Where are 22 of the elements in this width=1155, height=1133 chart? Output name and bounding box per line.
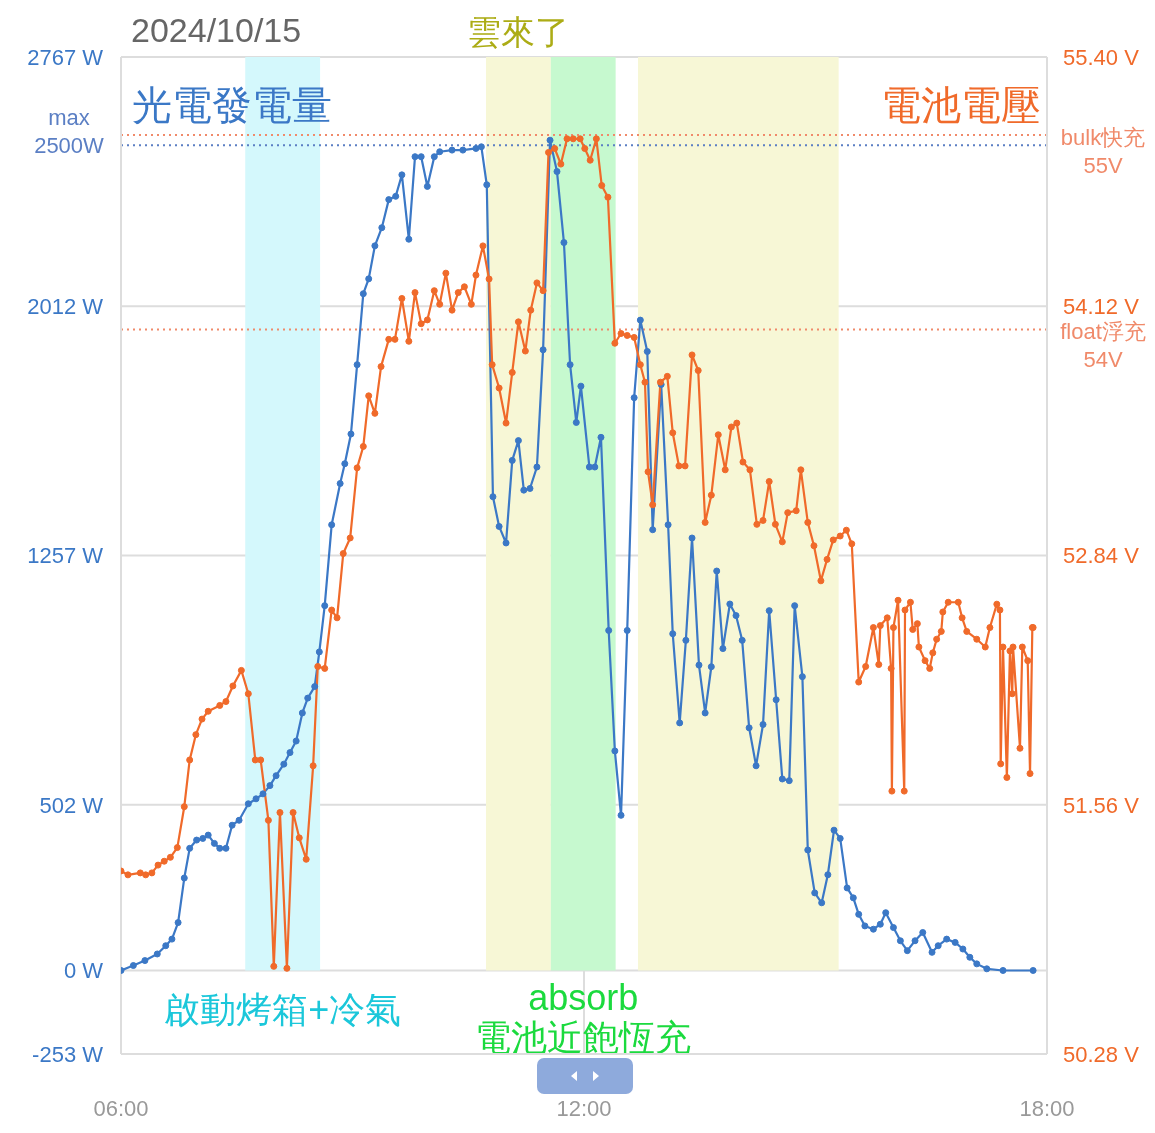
ref-line-label: max 2500W: [34, 104, 105, 158]
ref-line-label: float浮充 54V: [1060, 319, 1146, 373]
x-tick-label: 12:00: [556, 1095, 612, 1121]
y-tick-label: 2767 W: [27, 44, 104, 70]
y-tick-label: 1257 W: [27, 543, 104, 569]
text: 電池電壓: [881, 82, 1041, 129]
y2-tick-label: 52.84 V: [1063, 543, 1140, 569]
y-tick-label: -253 W: [32, 1041, 104, 1067]
band-label: 啟動烤箱+冷氣: [164, 988, 402, 1030]
chart-title: 2024/10/15: [131, 10, 302, 51]
y-tick-label: 0 W: [63, 958, 104, 984]
x-tick-label: 18:00: [1019, 1095, 1075, 1121]
y2-tick-label: 55.40 V: [1063, 44, 1140, 70]
y-tick-label: 2012 W: [27, 294, 104, 320]
y-tick-label: 502 W: [39, 792, 104, 818]
ref-line-label: bulk快充 55V: [1060, 124, 1146, 178]
y2-tick-label: 54.12 V: [1063, 294, 1140, 320]
text: 光電發電量: [132, 82, 332, 129]
y2-tick-label: 50.28 V: [1063, 1041, 1140, 1067]
band-label: 雲來了: [467, 12, 570, 51]
x-tick-label: 06:00: [93, 1095, 149, 1121]
y2-tick-label: 51.56 V: [1063, 792, 1140, 818]
